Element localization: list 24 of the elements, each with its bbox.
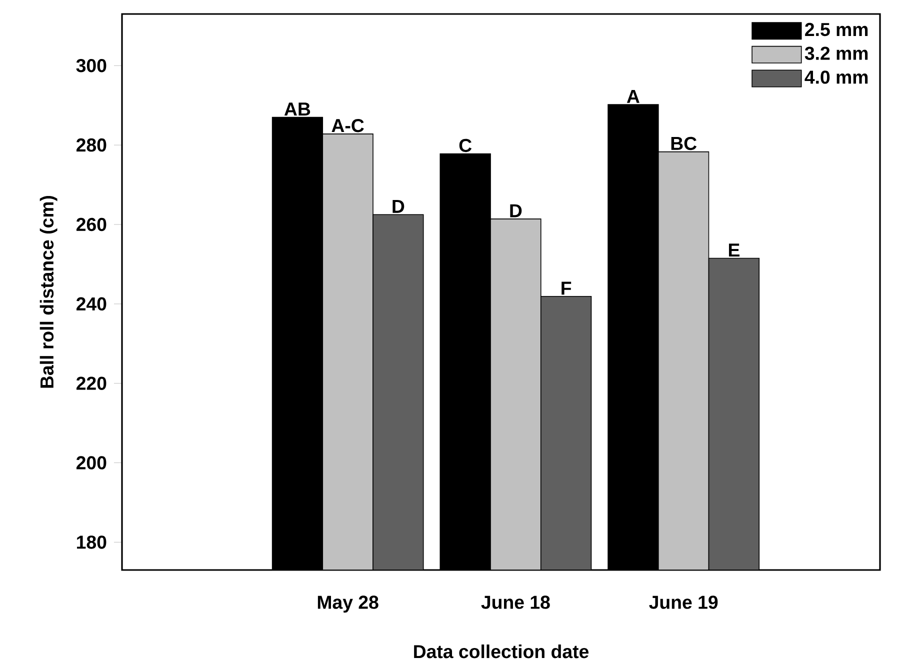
data-label: AB (284, 102, 310, 116)
data-label: A (626, 90, 640, 103)
x-tick-label: May 28 (318, 596, 378, 613)
legend-label: 2.5 mm (805, 22, 868, 36)
y-tick-label: 200 (76, 456, 106, 470)
y-tick-label: 300 (76, 58, 106, 72)
x-axis-title: Data collection date (414, 644, 589, 658)
data-label: C (459, 138, 472, 152)
y-tick-label: 260 (76, 218, 106, 232)
data-label: A-C (332, 118, 364, 132)
y-tick-label: 220 (76, 376, 106, 390)
y-axis-title: Ball roll distance (cm) (40, 196, 58, 388)
x-tick-label: June 19 (649, 596, 718, 609)
data-label: D (510, 204, 522, 218)
data-label: D (392, 200, 404, 213)
y-tick-label: 180 (77, 536, 106, 549)
legend-label: 4.0 mm (804, 70, 868, 84)
x-tick-label: June 18 (481, 596, 550, 609)
data-label: E (728, 244, 740, 257)
legend-label: 3.2 mm (804, 46, 868, 60)
data-label: F (562, 282, 572, 295)
data-label: BC (671, 136, 697, 150)
y-tick-label: 280 (76, 138, 106, 152)
y-tick-label: 240 (76, 297, 106, 311)
